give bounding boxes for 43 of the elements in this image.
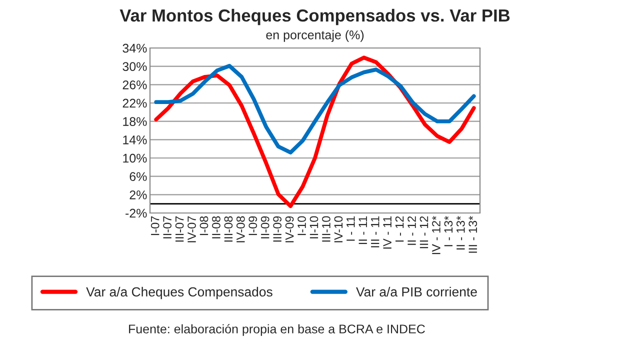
x-tick-label: IV - 12* — [432, 216, 440, 254]
x-tick-label: II - 13* — [456, 216, 465, 250]
legend-label: Var a/a Cheques Compensados — [86, 286, 272, 300]
x-tick-label: III - 13* — [468, 216, 478, 253]
x-tick-label: I - 13* — [444, 216, 453, 246]
x-tick-label: IV - 11 — [383, 216, 392, 249]
x-tick-label: I - 11 — [346, 216, 355, 241]
x-tick-label: I - 12 — [395, 216, 404, 242]
x-tick-label: I-08 — [200, 216, 208, 236]
x-tick-label: IV-07 — [188, 216, 196, 242]
y-tick-label: -2% — [126, 208, 147, 218]
x-tick-label: III-07 — [175, 216, 184, 242]
source-note: Fuente: elaboración propia en base a BCRA e INDEC — [129, 324, 425, 336]
line-series — [154, 64, 476, 154]
x-tick-label: IV-10 — [334, 216, 343, 242]
x-tick-label: I-10 — [298, 216, 306, 236]
x-tick-label: II-10 — [310, 216, 318, 238]
y-tick-label: 10% — [123, 154, 147, 163]
chart-title: Var Montos Cheques Compensados vs. Var PIB — [120, 8, 510, 26]
x-tick-label: IV-08 — [236, 216, 245, 242]
x-tick-label: II - 12 — [408, 216, 416, 245]
legend-label: Var a/a PIB corriente — [356, 286, 477, 297]
x-tick-label: I-09 — [248, 216, 258, 236]
x-tick-label: III-08 — [224, 216, 233, 242]
x-tick-label: II - 11 — [358, 216, 367, 244]
x-tick-label: II-07 — [163, 216, 172, 238]
x-tick-label: III-10 — [322, 216, 330, 242]
x-tick-label: I-07 — [150, 216, 160, 236]
x-tick-label: IV-09 — [285, 216, 294, 242]
y-tick-label: 34% — [122, 44, 147, 53]
y-tick-label: 18% — [123, 117, 147, 126]
y-tick-label: 14% — [123, 136, 147, 144]
x-tick-label: II-08 — [212, 216, 220, 238]
x-tick-label: III-09 — [273, 216, 282, 242]
x-tick-label: III - 11 — [371, 216, 380, 248]
y-tick-label: 26% — [122, 80, 147, 90]
y-tick-label: 2% — [130, 190, 147, 200]
chart-subtitle: en porcentaje (%) — [266, 30, 364, 42]
y-tick-label: 22% — [122, 98, 147, 108]
y-tick-label: 30% — [122, 62, 147, 71]
x-tick-label: III - 12 — [420, 216, 428, 248]
x-tick-label: II-09 — [260, 216, 270, 238]
y-tick-label: 6% — [130, 172, 147, 181]
